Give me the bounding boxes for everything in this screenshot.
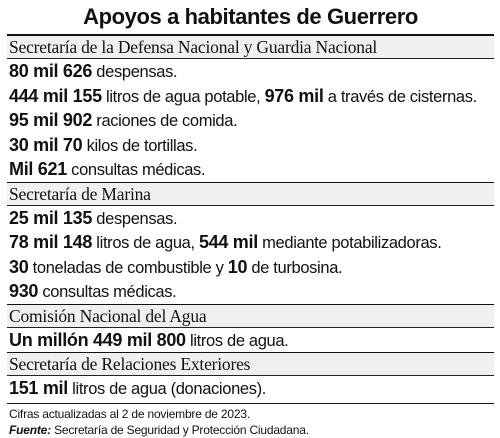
section-heading: Comisión Nacional del Agua <box>7 303 494 328</box>
figure-value: 976 mil <box>264 85 324 106</box>
list-item: 30 mil 70 kilos de tortillas. <box>7 133 494 158</box>
list-item: 151 mil litros de agua (donaciones). <box>7 376 494 401</box>
figure-value: 30 mil 70 <box>9 134 83 155</box>
list-item: 80 mil 626 despensas. <box>7 59 494 84</box>
figure-description: litros de agua. <box>185 331 289 350</box>
figure-description: despensas. <box>92 63 178 81</box>
figure-description: litros de agua potable, <box>101 87 265 106</box>
figure-value: 151 mil <box>9 378 68 398</box>
figure-description: mediante potabilizadoras. <box>257 234 442 252</box>
list-item: Mil 621 consultas médicas. <box>7 157 494 182</box>
figure-value: 444 mil 155 <box>9 85 102 106</box>
page-title: Apoyos a habitantes de Guerrero <box>83 4 418 29</box>
figure-value: 544 mil <box>198 232 258 252</box>
section-heading: Secretaría de la Defensa Nacional y Guar… <box>7 34 494 59</box>
figure-description: litros de agua (donaciones). <box>67 380 267 398</box>
list-item: Un millón 449 mil 800 litros de agua. <box>7 328 494 353</box>
list-item: 78 mil 148 litros de agua, 544 mil media… <box>7 230 494 255</box>
figure-value: 80 mil 626 <box>9 61 93 81</box>
section-heading: Secretaría de Marina <box>7 181 494 206</box>
list-item: 95 mil 902 raciones de comida. <box>7 108 494 133</box>
figure-value: 930 <box>9 281 39 301</box>
figure-value: 25 mil 135 <box>9 207 93 228</box>
figure-value: 78 mil 148 <box>9 232 93 252</box>
list-item: 25 mil 135 despensas. <box>7 206 494 231</box>
update-note: Cifras actualizadas al 2 de noviembre de… <box>9 406 250 421</box>
figure-description: consultas médicas. <box>66 161 206 179</box>
figure-value: Mil 621 <box>9 159 67 179</box>
figure-value: 95 mil 902 <box>9 110 93 130</box>
list-item: 930 consultas médicas. <box>7 279 494 304</box>
figure-description: toneladas de combustible y <box>28 258 228 277</box>
figure-description: litros de agua, <box>92 234 199 252</box>
figure-description: raciones de comida. <box>92 112 238 130</box>
figure-description: consultas médicas. <box>38 283 177 301</box>
list-item: 30 toneladas de combustible y 10 de turb… <box>7 255 494 280</box>
list-item: 444 mil 155 litros de agua potable, 976 … <box>7 84 494 109</box>
source-label: Fuente: <box>9 422 51 437</box>
source-line: Fuente: Secretaría de Seguridad y Protec… <box>9 422 494 438</box>
figure-description: despensas. <box>92 209 178 228</box>
figure-value: Un millón 449 mil 800 <box>9 329 186 350</box>
figure-description: a través de cisternas. <box>323 87 477 106</box>
footer: Cifras actualizadas al 2 de noviembre de… <box>7 402 494 438</box>
figure-value: 30 <box>9 256 29 277</box>
figure-description: kilos de tortillas. <box>82 136 198 155</box>
figure-description: de turbosina. <box>247 258 343 277</box>
section-heading: Secretaría de Relaciones Exteriores <box>7 352 494 376</box>
source-text: Secretaría de Seguridad y Protección Ciu… <box>50 422 309 437</box>
figure-value: 10 <box>227 256 248 277</box>
sections-container: Secretaría de la Defensa Nacional y Guar… <box>7 34 494 401</box>
